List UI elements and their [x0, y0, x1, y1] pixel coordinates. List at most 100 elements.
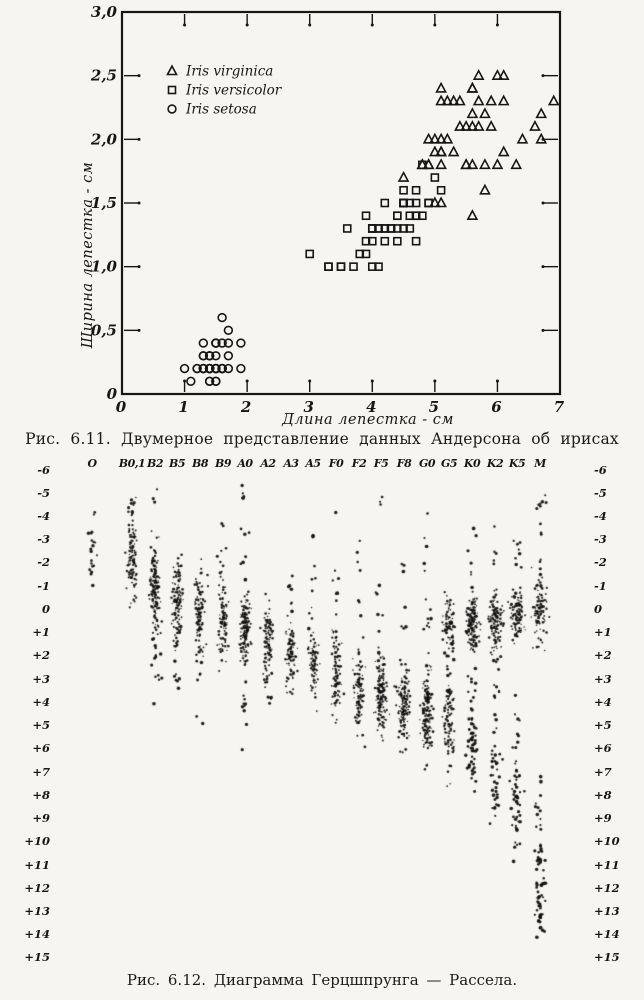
square-marker — [399, 185, 408, 195]
x-tick-label: 0 — [116, 398, 127, 416]
hr-spectral-class-label: G5 — [440, 457, 458, 470]
circle-marker — [211, 376, 221, 386]
hr-magnitude-label-right: -1 — [594, 578, 607, 593]
triangle-marker — [497, 94, 510, 106]
circle-marker — [179, 363, 190, 374]
square-marker — [405, 211, 415, 221]
square-marker — [336, 262, 346, 271]
figure-6-12-caption: Рис. 6.12. Диаграмма Герцшпрунга — Рассе… — [126, 971, 518, 989]
x-tick-label: 2 — [240, 398, 251, 416]
square-marker — [386, 224, 396, 233]
hr-magnitude-label-left: +15 — [24, 950, 50, 965]
square-marker — [424, 198, 433, 208]
hr-magnitude-label-right: -2 — [594, 555, 607, 570]
circle-marker — [204, 351, 215, 361]
hr-spectral-class-label: B2 — [147, 457, 163, 470]
tick-head — [433, 23, 437, 27]
triangle-marker — [422, 132, 435, 144]
hr-magnitude-label-left: -2 — [37, 555, 50, 570]
hr-magnitude-label-left: +5 — [32, 718, 50, 733]
tick-head — [541, 201, 545, 205]
triangle-marker — [472, 69, 485, 80]
x-tick-label: 5 — [429, 398, 439, 416]
circle-marker — [211, 338, 221, 348]
triangle-marker — [441, 132, 454, 144]
y-tick-label: 2,0 — [90, 130, 118, 148]
triangle-marker — [166, 64, 178, 76]
hr-magnitude-label-right: +15 — [594, 950, 620, 965]
circle-marker — [217, 338, 227, 348]
square-marker — [167, 85, 177, 95]
square-marker — [342, 224, 352, 233]
triangle-marker — [441, 94, 454, 106]
tick-head — [370, 379, 374, 383]
triangle-marker — [529, 120, 541, 131]
hr-magnitude-label-left: +8 — [32, 787, 50, 802]
square-marker — [399, 198, 408, 208]
tick-head — [308, 23, 312, 27]
hr-magnitude-label-left: +1 — [32, 625, 50, 640]
triangle-marker — [479, 183, 491, 195]
legend: Iris virginica Iris versicolor Iris setosa — [166, 64, 283, 118]
triangle-marker — [454, 94, 466, 106]
triangle-marker — [435, 158, 447, 170]
triangle-marker — [435, 145, 447, 157]
figure-6-11-caption: Рис. 6.11. Двумерное представление данны… — [25, 430, 619, 448]
hr-magnitude-label-right: +14 — [594, 927, 620, 942]
triangle-marker — [491, 69, 504, 80]
triangle-marker — [466, 158, 479, 170]
hr-magnitude-label-right: +1 — [594, 625, 612, 640]
y-axis-title: Ширина лепестка - см — [80, 162, 96, 349]
triangle-marker — [491, 158, 504, 170]
hr-magnitude-label-left: +9 — [32, 811, 50, 826]
hr-magnitude-label-left: +2 — [32, 648, 50, 663]
hr-spectral-class-label: A2 — [260, 457, 276, 470]
tick-head — [137, 265, 141, 269]
hr-magnitude-label-right: -3 — [594, 532, 607, 547]
hr-magnitude-label-right: +12 — [594, 880, 620, 895]
square-marker — [380, 198, 390, 208]
tick-head — [183, 23, 187, 27]
hr-spectral-class-label: B5 — [169, 457, 185, 470]
square-marker — [411, 236, 421, 246]
circle-marker — [198, 351, 209, 361]
hr-spectral-class-label: O — [87, 457, 97, 470]
circle-marker — [198, 338, 209, 348]
triangle-marker — [429, 145, 441, 157]
y-tick-label: 0,5 — [91, 321, 117, 339]
square-marker — [393, 236, 402, 246]
triangle-marker — [479, 107, 491, 119]
square-marker — [411, 198, 421, 208]
hr-magnitude-label-left: -1 — [37, 578, 50, 593]
tick-marks — [124, 14, 558, 392]
square-marker — [418, 211, 427, 221]
triangle-marker — [460, 120, 472, 131]
hr-magnitude-label-left: -6 — [37, 462, 50, 477]
triangle-marker — [466, 209, 479, 221]
triangle-marker — [454, 120, 466, 131]
hr-magnitude-label-left: +13 — [24, 904, 50, 919]
y-tick-label: 0 — [107, 385, 118, 403]
tick-head — [495, 23, 499, 27]
square-marker — [374, 224, 383, 233]
triangle-marker — [466, 107, 479, 119]
tick-head — [541, 328, 545, 332]
hr-magnitude-label-right: +11 — [594, 857, 620, 872]
hr-magnitude-label-right: +10 — [594, 834, 620, 849]
triangle-marker — [435, 196, 447, 208]
tick-head — [495, 379, 499, 383]
triangle-marker — [485, 94, 498, 106]
triangle-marker — [460, 158, 472, 170]
x-tick-label: 3 — [303, 398, 313, 416]
hr-spectral-class-label: B9 — [215, 457, 231, 470]
square-marker — [324, 262, 333, 271]
hr-magnitude-label-right: +7 — [594, 764, 612, 779]
square-marker — [349, 262, 358, 271]
hr-magnitude-label-right: +4 — [594, 694, 612, 709]
triangle-marker — [466, 81, 479, 93]
hr-magnitude-label-right: +9 — [594, 811, 612, 826]
circle-marker — [204, 363, 215, 374]
hr-magnitude-label-right: +13 — [594, 904, 620, 919]
hr-spectral-class-label: M — [534, 457, 546, 470]
